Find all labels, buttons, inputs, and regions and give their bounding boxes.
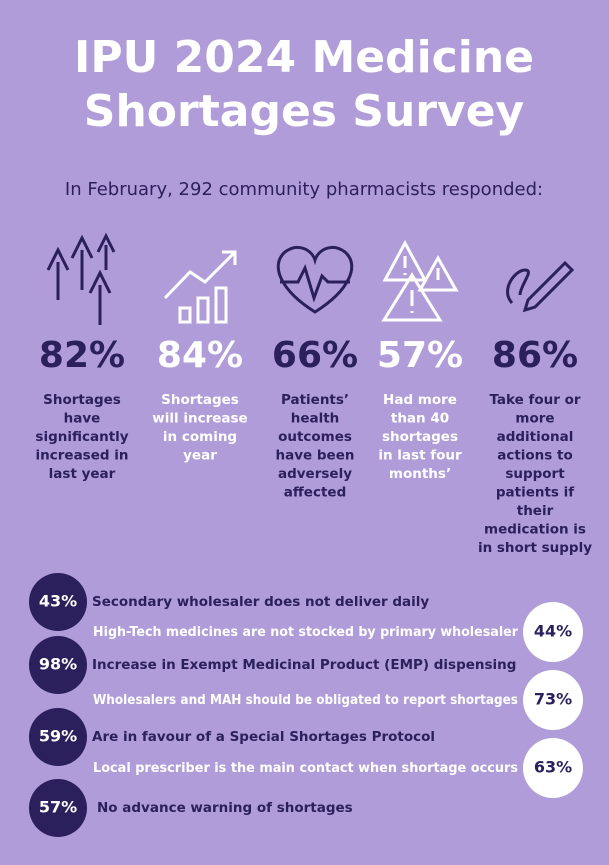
stat-description: Had more — [383, 392, 457, 408]
stat-description: additional — [497, 429, 574, 445]
value-circle — [523, 670, 583, 730]
finding-value: 43% — [39, 592, 77, 611]
value-circle — [29, 573, 87, 631]
stat-description: year — [183, 448, 217, 464]
value-circle — [523, 738, 583, 798]
finding-text: Increase in Exempt Medicinal Product (EM… — [92, 657, 516, 673]
stat-description: actions to — [497, 448, 573, 464]
stat-description: adversely — [278, 466, 352, 482]
stat-description: have — [64, 411, 101, 427]
stat-value: 82% — [39, 335, 125, 376]
stat-value: 66% — [272, 335, 358, 376]
finding-value: 57% — [39, 798, 77, 817]
stat-description: support — [505, 466, 565, 482]
stat-description: have been — [276, 448, 355, 464]
finding-text: High-Tech medicines are not stocked by p… — [93, 624, 518, 640]
stat-value: 84% — [157, 335, 243, 376]
stat-value: 86% — [492, 335, 578, 376]
stat-description: Patients’ — [281, 392, 349, 408]
stat-description: outcomes — [278, 429, 352, 445]
stat-description: will increase — [152, 411, 247, 427]
stat-description: last year — [49, 466, 116, 482]
finding-value: 63% — [534, 758, 572, 777]
stat-description: health — [291, 411, 340, 427]
icon-warning — [381, 239, 459, 322]
stat-description: affected — [284, 485, 346, 501]
value-circle — [29, 779, 87, 837]
icon-heart — [276, 246, 354, 314]
title: Shortages Survey — [84, 86, 524, 137]
finding-text: Are in favour of a Special Shortages Pro… — [92, 729, 435, 745]
stat-description: Shortages — [43, 392, 121, 408]
stat-description: in short supply — [478, 540, 592, 556]
stat-description: in last four — [378, 448, 462, 464]
stat-description: their — [517, 503, 554, 519]
finding-value: 44% — [534, 622, 572, 641]
stat-description: Shortages — [161, 392, 239, 408]
stat-description: increased in — [36, 448, 129, 464]
value-circle — [29, 708, 87, 766]
finding-value: 73% — [534, 690, 572, 709]
finding-value: 98% — [39, 655, 77, 674]
subtitle: In February, 292 community pharmacists r… — [65, 179, 543, 200]
stat-description: Take four or — [489, 392, 580, 408]
stat-description: months’ — [389, 466, 451, 482]
icon-arrows — [46, 232, 116, 325]
stat-description: patients if — [496, 485, 574, 501]
stat-description: shortages — [382, 429, 458, 445]
finding-text: Wholesalers and MAH should be obligated … — [93, 692, 518, 708]
icon-pen — [506, 260, 575, 313]
stat-description: significantly — [35, 429, 128, 445]
stat-description: in coming — [163, 429, 237, 445]
finding-value: 59% — [39, 727, 77, 746]
stat-description: more — [515, 411, 554, 427]
finding-text: Secondary wholesaler does not deliver da… — [92, 594, 429, 610]
stat-description: medication is — [484, 522, 586, 538]
finding-text: Local prescriber is the main contact whe… — [93, 760, 518, 776]
value-circle — [523, 602, 583, 662]
title: IPU 2024 Medicine — [74, 32, 534, 83]
icon-chart — [163, 250, 237, 324]
findings: 43% Secondary wholesaler does not deliver… — [29, 573, 583, 837]
stat-value: 57% — [377, 335, 463, 376]
finding-text: No advance warning of shortages — [97, 800, 353, 816]
value-circle — [29, 636, 87, 694]
stat-description: than 40 — [391, 411, 449, 427]
stats: 82% Shortages have significantly increased i… — [35, 335, 592, 556]
